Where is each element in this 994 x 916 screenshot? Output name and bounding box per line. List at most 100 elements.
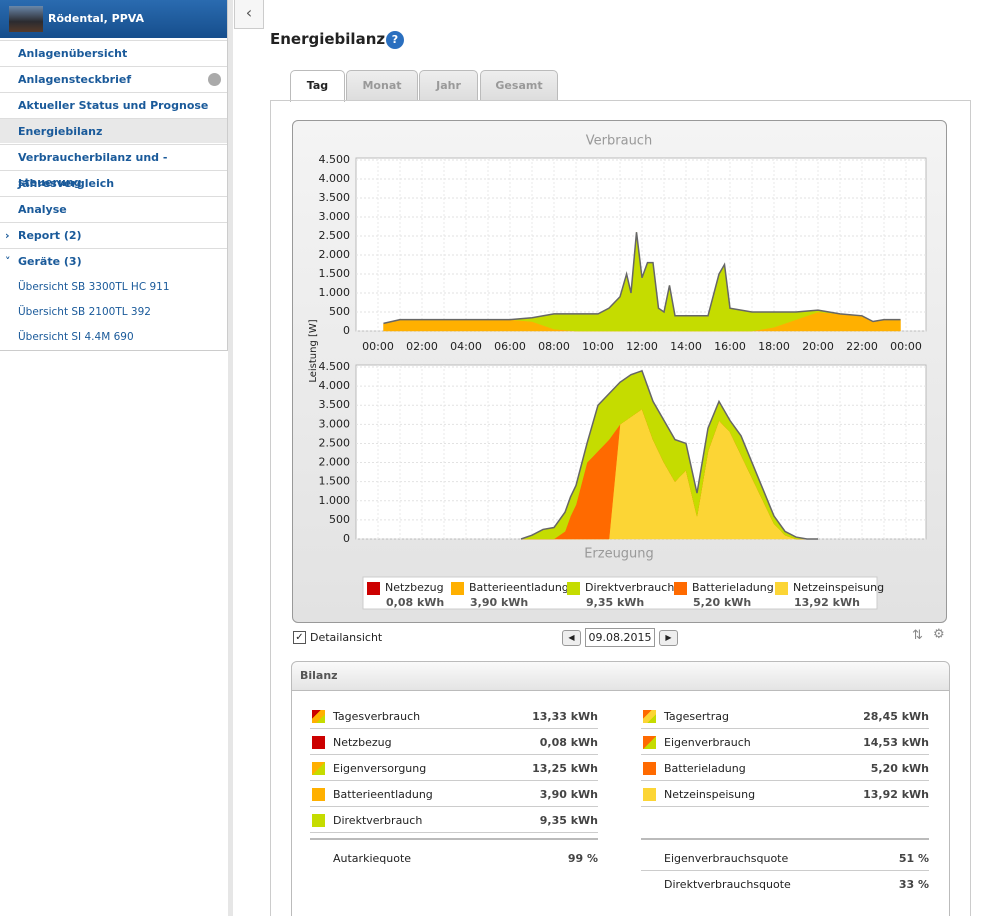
bilanz-value: 14,53 kWh (863, 736, 929, 749)
bilanz-row: Netzbezug 0,08 kWh (310, 730, 598, 755)
y-tick-label: 4.000 (319, 172, 351, 185)
separator (310, 838, 598, 840)
total-line (383, 232, 901, 325)
chart-title: Verbrauch (586, 134, 652, 149)
menu-item[interactable]: Jahresvergleich (0, 170, 227, 195)
y-tick-label: 3.000 (319, 210, 351, 223)
legend-swatch (674, 582, 687, 595)
bilanz-icon (312, 788, 325, 801)
menu-item[interactable]: Geräte (3) ˅ (0, 248, 227, 273)
bilanz-row: Tagesverbrauch 13,33 kWh (310, 704, 598, 729)
next-day[interactable]: ▶ (659, 630, 678, 646)
x-tick-label: 00:00 (890, 340, 922, 353)
tab[interactable]: Jahr (419, 70, 478, 100)
bilanz-label: Autarkiequote (333, 852, 412, 865)
menu-item[interactable]: Anlagenübersicht (0, 40, 227, 65)
y-tick-label: 1.500 (319, 267, 351, 280)
device-link[interactable]: Übersicht SB 2100TL 392 (18, 306, 151, 318)
device-link[interactable]: Übersicht SB 3300TL HC 911 (18, 281, 170, 293)
x-tick-label: 16:00 (714, 340, 746, 353)
y-axis-label: Leistung [W] (308, 319, 319, 382)
x-tick-label: 04:00 (450, 340, 482, 353)
legend-swatch (567, 582, 580, 595)
menu-item[interactable]: Energiebilanz (0, 118, 227, 143)
legend-box (362, 576, 878, 610)
bilanz-icon (643, 788, 656, 801)
legend-swatch (775, 582, 788, 595)
x-tick-label: 08:00 (538, 340, 570, 353)
y-tick-label: 500 (329, 305, 350, 318)
checkbox[interactable]: ✓ (293, 631, 306, 644)
x-tick-label: 18:00 (758, 340, 790, 353)
bilanz-header[interactable]: Bilanz (291, 661, 950, 691)
page-title: Energiebilanz (270, 30, 386, 48)
y-tick-label: 2.500 (319, 229, 351, 242)
y-tick-label: 2.500 (319, 436, 351, 449)
menu-item[interactable]: Verbraucherbilanz und -steuerung (0, 144, 227, 189)
bilanz-label: Eigenverbrauch (664, 736, 751, 749)
settings-icon[interactable]: ⚙ (933, 627, 945, 642)
legend-value: 3,90 kWh (470, 596, 528, 609)
plant-thumbnail (9, 6, 43, 32)
y-tick-label: 3.500 (319, 191, 351, 204)
bilanz-body (291, 689, 950, 916)
menu-item[interactable]: Report (2) › (0, 222, 227, 247)
y-tick-label: 1.000 (319, 286, 351, 299)
date-field[interactable]: 09.08.2015 (585, 628, 655, 647)
collapse-button[interactable]: ‹ (234, 0, 264, 29)
y-tick-label: 4.500 (319, 360, 351, 373)
bilanz-row: Eigenversorgung 13,25 kWh (310, 756, 598, 781)
prev-day[interactable]: ◀ (562, 630, 581, 646)
y-tick-label: 3.500 (319, 398, 351, 411)
legend-name: Batterieladung (692, 581, 774, 594)
legend-swatch (367, 582, 380, 595)
legend-value: 13,92 kWh (794, 596, 860, 609)
bilanz-row: Batterieentladung 3,90 kWh (310, 782, 598, 807)
bilanz-value: 33 % (898, 878, 929, 891)
bilanz-label: Netzeinspeisung (664, 788, 756, 801)
tab[interactable]: Tag (290, 70, 345, 102)
chart: Verbrauch Leistung [W] 0 500 1.000 1.500 2.000… (308, 134, 927, 610)
y-tick-label: 500 (329, 513, 350, 526)
bilanz-value: 99 % (567, 852, 598, 865)
bilanz-value: 13,92 kWh (863, 788, 929, 801)
separator (641, 838, 929, 840)
device-link[interactable]: Übersicht SI 4.4M 690 (18, 331, 134, 343)
bilanz-value: 0,08 kWh (539, 736, 598, 749)
legend-swatch (451, 582, 464, 595)
tab[interactable]: Monat (346, 70, 418, 100)
tab-panel (270, 100, 971, 916)
menu-item[interactable]: Anlagensteckbrief (0, 66, 227, 91)
bilanz-total-row: Autarkiequote 99 % (310, 846, 598, 871)
chevron: › (5, 229, 10, 242)
legend-value: 9,35 kWh (586, 596, 644, 609)
x-tick-label: 12:00 (626, 340, 658, 353)
bilanz-label: Batterieentladung (333, 788, 433, 801)
bilanz-total-row: Eigenverbrauchsquote 51 % (641, 846, 929, 871)
bilanz-row: Eigenverbrauch 14,53 kWh (641, 730, 929, 755)
bilanz-value: 13,33 kWh (532, 710, 598, 723)
legend-value: 5,20 kWh (693, 596, 751, 609)
bilanz-value: 13,25 kWh (532, 762, 598, 775)
bilanz-label: Netzbezug (333, 736, 392, 749)
sidebar: Rödental, PPVA Anlagenübersicht Anlagenst… (0, 0, 228, 351)
legend-name: Netzbezug (385, 581, 444, 594)
menu-item[interactable]: Aktueller Status und Prognose (0, 92, 227, 117)
bilanz-label: Direktverbrauch (333, 814, 423, 827)
help-icon[interactable]: ? (386, 31, 404, 49)
y-tick-label: 4.500 (319, 153, 351, 166)
bilanz-total-row: Direktverbrauchsquote 33 % (641, 872, 929, 897)
bilanz-row: Tagesertrag 28,45 kWh (641, 704, 929, 729)
bilanz-value: 51 % (898, 852, 929, 865)
menu-item[interactable]: Analyse (0, 196, 227, 221)
y-tick-label: 0 (343, 324, 350, 337)
x-tick-label: 22:00 (846, 340, 878, 353)
plant-header[interactable]: Rödental, PPVA (0, 0, 227, 38)
chart-title: Erzeugung (584, 547, 654, 562)
bilanz-icon (312, 710, 325, 723)
export-icon[interactable]: ⇅ (912, 628, 923, 643)
plant-name: Rödental, PPVA (48, 12, 145, 25)
tab[interactable]: Gesamt (480, 70, 558, 100)
globe-icon (208, 73, 221, 86)
